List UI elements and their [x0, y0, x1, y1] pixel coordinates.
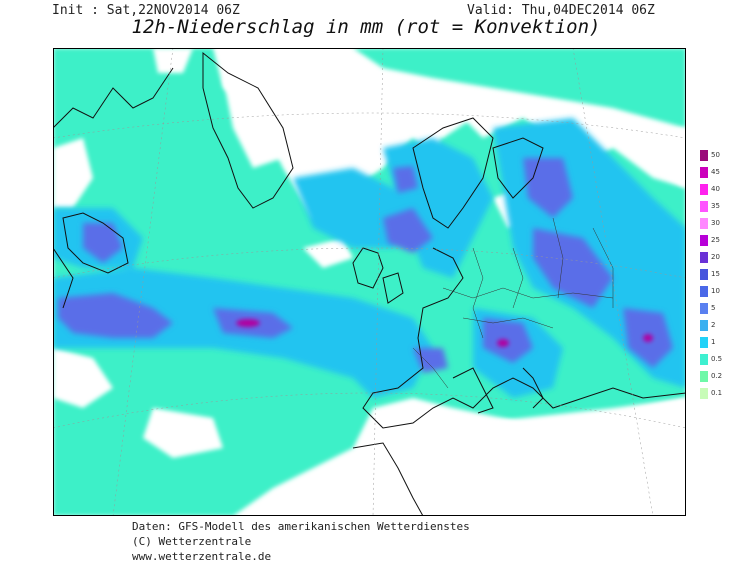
- precip-heavy-area: [58, 158, 673, 373]
- legend-swatch: [700, 371, 708, 382]
- legend-label: 2: [711, 321, 716, 329]
- no-precip-areas: [53, 48, 686, 516]
- legend-label: 10: [711, 287, 720, 295]
- coastlines: [53, 51, 686, 516]
- legend-swatch: [700, 388, 708, 399]
- legend-label: 5: [711, 304, 716, 312]
- legend-swatch: [700, 184, 708, 195]
- legend-label: 40: [711, 185, 720, 193]
- legend-swatch: [700, 150, 708, 161]
- legend-label: 25: [711, 236, 720, 244]
- precip-legend: 50 45 40 35 30 25 20 15 10 5 2 1 0.5 0.2 0.1: [700, 150, 732, 410]
- legend-swatch: [700, 286, 708, 297]
- legend-swatch: [700, 252, 708, 263]
- legend-label: 35: [711, 202, 720, 210]
- legend-label: 0.1: [711, 389, 723, 397]
- legend-swatch: [700, 167, 708, 178]
- legend-label: 20: [711, 253, 720, 261]
- legend-swatch: [700, 218, 708, 229]
- legend-swatch: [700, 354, 708, 365]
- precipitation-map: [53, 48, 686, 516]
- legend-swatch: [700, 337, 708, 348]
- legend-label: 45: [711, 168, 720, 176]
- valid-time-label: Valid: Thu,04DEC2014 06Z: [467, 3, 655, 18]
- footer-data-source: Daten: GFS-Modell des amerikanischen Wet…: [132, 520, 470, 533]
- legend-label: 30: [711, 219, 720, 227]
- map-title: 12h-Niederschlag in mm (rot = Konvektion…: [131, 16, 601, 38]
- legend-label: 0.2: [711, 372, 723, 380]
- legend-label: 1: [711, 338, 716, 346]
- footer-website[interactable]: www.wetterzentrale.de: [132, 550, 272, 563]
- graticule: [53, 48, 686, 516]
- legend-swatch: [700, 235, 708, 246]
- legend-swatch: [700, 201, 708, 212]
- legend-label: 15: [711, 270, 720, 278]
- country-borders: [412, 217, 614, 389]
- legend-label: 50: [711, 151, 720, 159]
- legend-swatch: [700, 269, 708, 280]
- precip-extreme-spots: [236, 319, 653, 347]
- legend-swatch: [700, 320, 708, 331]
- legend-label: 0.5: [711, 355, 723, 363]
- init-time-label: Init : Sat,22NOV2014 06Z: [52, 3, 240, 18]
- legend-swatch: [700, 303, 708, 314]
- footer-copyright: (C) Wetterzentrale: [132, 535, 252, 548]
